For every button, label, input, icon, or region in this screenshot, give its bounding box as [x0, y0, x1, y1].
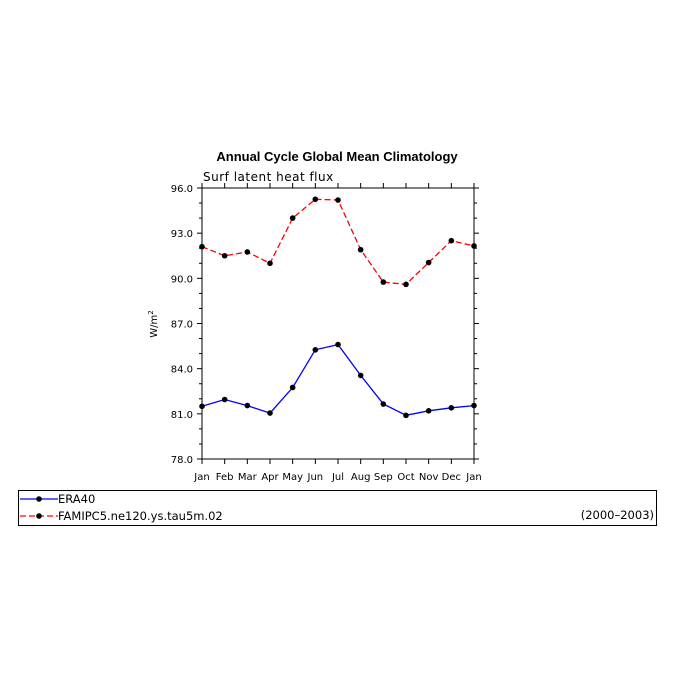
- x-tick-label: Jan: [193, 472, 209, 483]
- series-line: [201, 198, 475, 286]
- data-point: [380, 401, 387, 407]
- period-label: (2000–2003): [581, 508, 654, 522]
- data-point: [312, 347, 319, 353]
- plot-frame: [201, 187, 475, 460]
- x-tick-label: May: [282, 472, 303, 483]
- data-point: [380, 279, 387, 285]
- data-point: [244, 402, 251, 409]
- y-tick-label: 87.0: [171, 320, 193, 331]
- data-point: [221, 396, 228, 403]
- data-point: [312, 196, 319, 203]
- data-point: [357, 372, 364, 379]
- y-tick-label: 81.0: [171, 410, 193, 421]
- data-point: [199, 403, 205, 410]
- legend-label: FAMIPC5.ne120.ys.tau5m.02: [58, 509, 223, 523]
- data-point: [335, 341, 341, 348]
- x-tick-label: Apr: [261, 472, 279, 483]
- x-tick-label: Sep: [374, 472, 393, 483]
- series-2: [199, 196, 477, 288]
- series-line: [201, 343, 475, 416]
- data-point: [289, 215, 296, 221]
- data-point: [425, 408, 432, 414]
- data-point: [289, 384, 296, 391]
- y-tick-label: 90.0: [171, 274, 193, 285]
- legend-marker: [36, 496, 42, 502]
- plot-axes: 78.0 81.0 84.0 87.0 90.0 93.0 96.0 Jan Feb Mar Apr…: [171, 183, 482, 483]
- data-point: [471, 402, 477, 409]
- chart-subtitle: Surf latent heat flux: [203, 170, 334, 184]
- x-tick-label: Aug: [351, 472, 371, 483]
- data-point: [471, 243, 477, 249]
- x-tick-label: Oct: [397, 472, 414, 483]
- legend-box: [18, 490, 657, 526]
- data-point: [221, 252, 228, 259]
- legend-label: ERA40: [58, 492, 95, 506]
- data-point: [267, 410, 273, 416]
- data-point: [403, 412, 409, 419]
- data-point: [448, 405, 455, 411]
- chart-title: Annual Cycle Global Mean Climatology: [216, 149, 458, 164]
- x-tick-label: Dec: [442, 472, 461, 483]
- data-point: [425, 259, 432, 266]
- y-axis-label-unit: W/m: [149, 315, 160, 338]
- legend-item-1: ERA40: [20, 492, 95, 506]
- x-tick-label: Mar: [238, 472, 258, 483]
- y-tick-label: 78.0: [171, 455, 193, 466]
- y-tick-label: 84.0: [171, 365, 193, 376]
- x-tick-label: Feb: [216, 472, 234, 483]
- series-1: [199, 341, 477, 419]
- legend-marker: [36, 513, 42, 519]
- y-tick-label: 93.0: [171, 229, 193, 240]
- data-point: [199, 243, 205, 250]
- data-point: [357, 246, 364, 253]
- legend-item-2: FAMIPC5.ne120.ys.tau5m.02: [20, 509, 223, 523]
- y-axis-label-exponent: 2: [147, 310, 155, 314]
- x-tick-label: Jun: [307, 472, 324, 483]
- x-tick-label: Nov: [419, 472, 439, 483]
- legend-items: ERA40 FAMIPC5.ne120.ys.tau5m.02: [20, 492, 223, 523]
- y-tick-label: 96.0: [171, 184, 193, 195]
- data-point: [267, 260, 273, 267]
- series-layer: [199, 196, 477, 419]
- x-tick-label: Jan: [465, 472, 481, 483]
- data-point: [244, 249, 251, 255]
- data-point: [403, 281, 409, 288]
- legend: ERA40 FAMIPC5.ne120.ys.tau5m.02 (2000–200…: [18, 490, 657, 526]
- data-point: [335, 197, 341, 203]
- x-tick-label: Jul: [331, 472, 344, 483]
- y-axis-label: W/m2: [147, 310, 160, 337]
- data-point: [448, 237, 455, 244]
